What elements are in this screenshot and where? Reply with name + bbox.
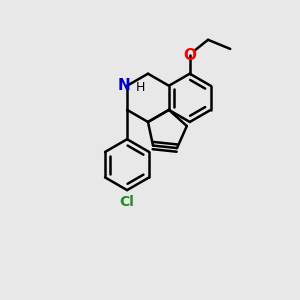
Text: N: N (118, 78, 131, 93)
Text: Cl: Cl (120, 195, 134, 209)
Text: H: H (135, 81, 145, 94)
Text: O: O (183, 48, 196, 63)
